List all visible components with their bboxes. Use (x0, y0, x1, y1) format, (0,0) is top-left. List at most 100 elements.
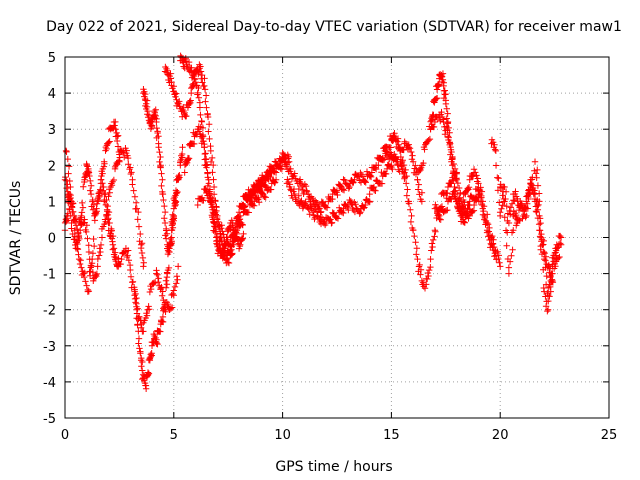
data-point (414, 255, 421, 263)
data-point (161, 215, 168, 222)
data-point (124, 154, 132, 162)
data-point (272, 169, 280, 176)
data-point (501, 214, 508, 221)
grid-layer (65, 57, 609, 418)
data-point (461, 219, 469, 226)
data-point (524, 200, 531, 208)
data-point (176, 171, 183, 179)
data-point (496, 209, 504, 216)
data-point (185, 155, 193, 162)
data-point (101, 190, 109, 198)
data-point (438, 73, 446, 80)
data-point (87, 190, 95, 198)
data-point (454, 204, 461, 211)
data-point (435, 81, 443, 88)
data-point (329, 209, 336, 216)
data-point (93, 200, 101, 208)
data-point (415, 263, 423, 270)
data-point (518, 204, 526, 212)
data-point (361, 178, 368, 185)
data-point (477, 184, 484, 191)
data-point (100, 183, 107, 191)
data-point (209, 203, 217, 210)
data-point (147, 125, 155, 132)
data-point (135, 315, 142, 323)
data-point (139, 254, 147, 262)
data-point (444, 110, 451, 117)
data-point (388, 162, 395, 169)
data-point (109, 238, 116, 245)
data-point (373, 176, 380, 184)
data-point (168, 239, 175, 247)
data-point (133, 205, 141, 212)
data-point (148, 350, 155, 357)
data-point (499, 201, 506, 209)
data-point (145, 370, 153, 377)
data-point (142, 382, 149, 389)
data-point (148, 122, 156, 129)
y-tick-label: 2 (48, 159, 56, 174)
data-point (496, 199, 503, 206)
data-point (545, 261, 552, 269)
data-point (161, 202, 168, 210)
data-point (69, 208, 76, 216)
data-point (446, 129, 453, 137)
data-point (402, 166, 409, 174)
data-point (87, 264, 94, 271)
data-point (157, 284, 164, 292)
data-point (473, 172, 480, 179)
data-point (424, 269, 432, 277)
data-point (191, 69, 198, 77)
data-point (387, 144, 394, 151)
data-point (255, 199, 263, 206)
data-point (532, 208, 540, 215)
data-point (442, 100, 450, 108)
data-point (530, 190, 538, 198)
data-point (204, 113, 212, 121)
data-point (366, 190, 373, 198)
data-point (173, 280, 180, 287)
data-point (366, 198, 373, 205)
data-point (499, 192, 506, 199)
data-point (505, 264, 513, 271)
data-point (136, 345, 143, 352)
data-point (484, 221, 492, 228)
data-point (409, 226, 417, 234)
data-point (130, 187, 137, 194)
data-point (97, 241, 105, 249)
data-point (543, 272, 550, 280)
data-point (367, 172, 374, 179)
data-point (154, 278, 162, 286)
data-point (112, 249, 119, 256)
data-point (205, 180, 213, 187)
data-point (455, 184, 463, 192)
data-point (451, 172, 458, 180)
data-point (550, 258, 557, 265)
data-point (67, 212, 74, 219)
data-point (153, 270, 160, 277)
data-point (537, 246, 544, 253)
data-point (236, 241, 244, 248)
data-point (203, 164, 210, 171)
data-point (83, 222, 91, 229)
data-point (71, 233, 78, 240)
data-point (395, 141, 402, 148)
data-point (469, 173, 477, 180)
data-point (161, 299, 169, 306)
data-point (479, 198, 486, 205)
data-point (80, 273, 88, 281)
data-point (450, 167, 457, 175)
data-point (143, 103, 151, 111)
data-point (159, 313, 167, 321)
data-point (490, 243, 498, 251)
data-point (430, 236, 437, 244)
data-point (360, 204, 367, 212)
data-point (213, 214, 221, 222)
data-point (533, 208, 540, 216)
data-point (418, 198, 426, 205)
data-point (215, 218, 222, 226)
data-point (552, 252, 560, 259)
data-point (511, 197, 518, 204)
data-point (249, 201, 257, 209)
data-point (235, 245, 243, 252)
